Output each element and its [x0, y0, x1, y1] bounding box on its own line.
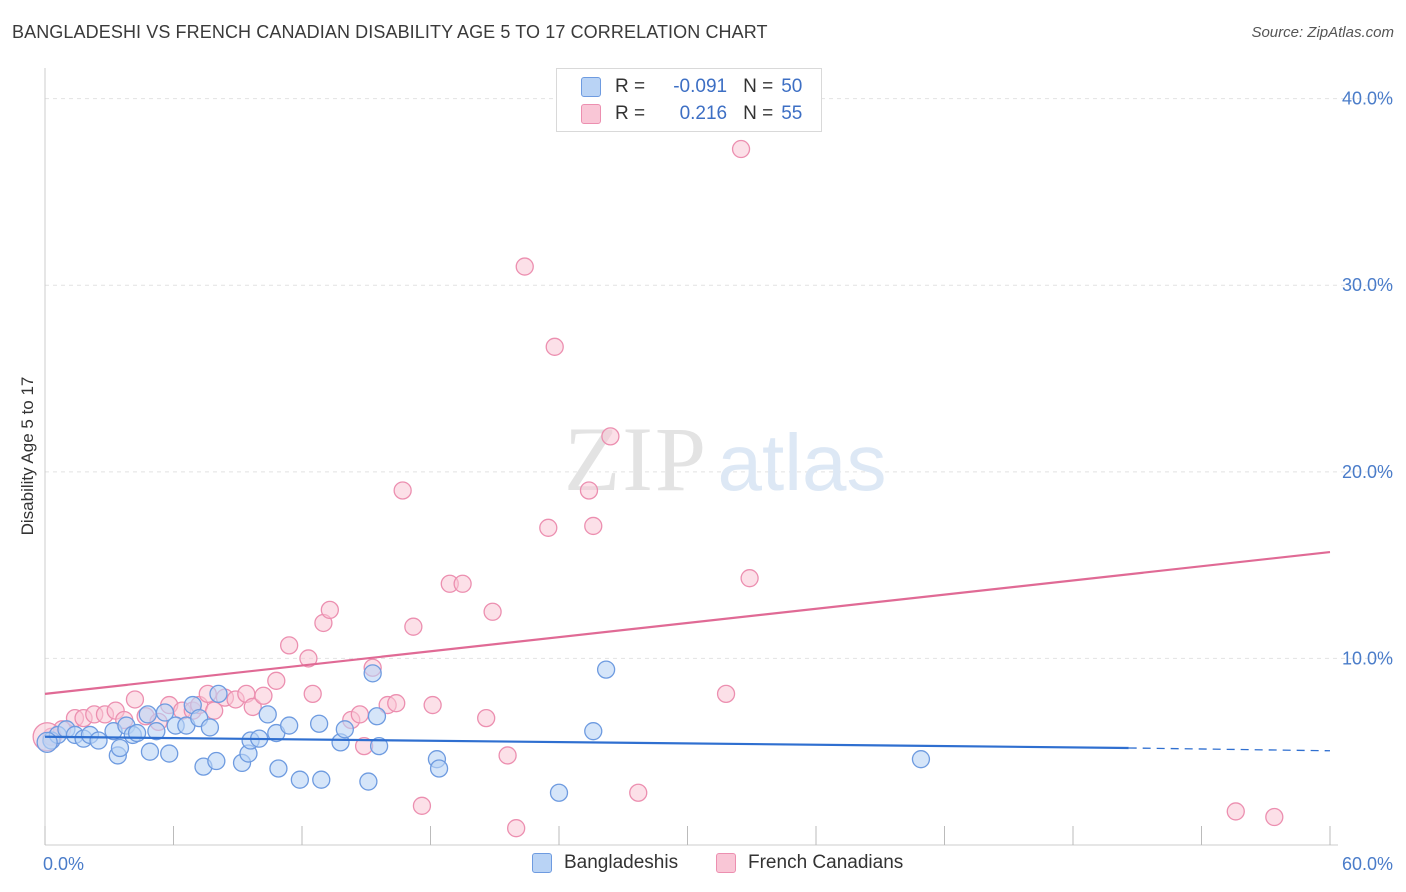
n-value: 55: [781, 103, 803, 124]
bangladeshis-point: [312, 770, 331, 789]
bangladeshis-point: [596, 660, 616, 679]
legend-row-french-canadians: R = 0.216 N = 55: [581, 102, 802, 126]
r-value: -0.091: [673, 76, 728, 97]
french-canadians-point: [1265, 807, 1284, 827]
bangladeshis-point: [89, 731, 108, 750]
french-canadians-point: [279, 636, 299, 655]
french-canadians-point: [515, 257, 534, 276]
bangladeshis-point: [147, 722, 166, 741]
bangladeshis-trend-extension: [1128, 747, 1331, 752]
chart-title: BANGLADESHI VS FRENCH CANADIAN DISABILIT…: [12, 22, 768, 42]
y-tick-label: 40.0%: [1342, 89, 1393, 109]
french-canadians-point: [299, 649, 318, 668]
n-label: N =: [743, 76, 774, 97]
legend-item-bangladeshis[interactable]: Bangladeshis: [532, 852, 678, 874]
r-value: 0.216: [679, 103, 728, 124]
bangladeshis-point: [335, 720, 354, 739]
bangladeshis-point: [911, 750, 931, 769]
french-canadians-point: [412, 796, 432, 815]
n-value: 50: [781, 76, 803, 97]
source-note: Source: ZipAtlas.com: [1251, 24, 1394, 41]
french-canadians-point: [453, 574, 472, 593]
french-canadians-point: [483, 602, 502, 621]
bangladeshis-point: [367, 707, 387, 726]
french-canadians-point: [477, 708, 496, 728]
r-label: R =: [615, 76, 646, 97]
bangladeshis-point: [127, 723, 147, 743]
x-tick-label: 0.0%: [43, 854, 84, 874]
french-canadians-point: [320, 600, 339, 620]
french-canadians-point: [579, 481, 599, 500]
correlation-legend: R = -0.091 N = 50 R = 0.216 N = 55: [556, 68, 822, 132]
bangladeshis-point: [209, 684, 228, 704]
french-canadians-point: [545, 337, 564, 356]
bangladeshis-point: [110, 738, 130, 758]
legend-row-bangladeshis: R = -0.091 N = 50: [581, 75, 802, 99]
series-legend: Bangladeshis French Canadians: [0, 852, 1406, 876]
french-canadians-point: [125, 690, 145, 709]
bangladeshis-point: [429, 759, 449, 778]
watermark-atlas: atlas: [718, 418, 887, 507]
axes: [44, 68, 1338, 846]
watermark: ZIP atlas: [564, 408, 886, 510]
french-canadians-point: [1226, 802, 1245, 821]
bangladeshis-point: [363, 664, 382, 683]
n-label: N =: [743, 103, 774, 124]
bangladeshis-point: [359, 772, 378, 791]
french-canadians-point: [731, 139, 751, 159]
blue-swatch: [581, 77, 601, 97]
french-canadians-point: [539, 518, 558, 537]
french-canadians-point: [303, 684, 322, 704]
french-canadians-point: [629, 783, 648, 802]
french-canadians-point: [267, 671, 286, 690]
french-canadians-point: [716, 684, 736, 704]
french-canadians-trend-line: [44, 550, 1331, 695]
bangladeshis-point: [279, 716, 299, 735]
r-label: R =: [615, 103, 646, 124]
bangladeshis-point: [160, 744, 179, 763]
bangladeshis-point: [309, 714, 329, 733]
bangladeshis-point: [269, 759, 288, 778]
trend-lines: [44, 550, 1331, 752]
x-tick-label: 60.0%: [1342, 854, 1393, 874]
bangladeshis-point: [290, 770, 310, 789]
tick-labels: 10.0% 20.0% 30.0% 40.0% 0.0% 60.0%: [43, 89, 1393, 874]
legend-label: Bangladeshis: [564, 852, 679, 873]
french-canadians-point: [584, 516, 603, 536]
bangladeshis-point: [140, 742, 160, 761]
grid-lines: [45, 98, 1392, 659]
bangladeshis-point: [138, 705, 157, 724]
french-canadians-point: [423, 695, 442, 715]
french-canadians-point: [205, 701, 224, 720]
french-canadians-point: [254, 686, 273, 705]
legend-item-french-canadians[interactable]: French Canadians: [716, 852, 903, 874]
y-tick-label: 10.0%: [1342, 648, 1393, 668]
bangladeshis-point: [207, 751, 226, 771]
bangladeshis-point: [200, 718, 220, 737]
bangladeshis-point: [258, 705, 277, 724]
blue-swatch: [532, 853, 552, 873]
french-canadians-point: [243, 697, 262, 717]
french-canadians-point: [498, 746, 517, 765]
bangladeshis-point: [36, 731, 58, 754]
bangladeshis-point: [584, 722, 603, 741]
bangladeshis-point: [369, 736, 389, 756]
french-canadians-point: [350, 705, 369, 724]
legend-label: French Canadians: [748, 852, 904, 873]
french-canadians-point: [387, 694, 406, 713]
bangladeshis-point: [155, 703, 175, 722]
y-tick-label: 20.0%: [1342, 462, 1393, 482]
pink-swatch: [716, 853, 736, 873]
bangladeshis-points: [36, 660, 931, 802]
y-tick-label: 30.0%: [1342, 275, 1393, 295]
french-canadians-point: [740, 569, 759, 588]
bangladeshis-point: [549, 783, 569, 802]
french-canadians-point: [507, 819, 526, 838]
french-canadians-point: [404, 617, 423, 636]
french-canadians-point: [601, 427, 620, 446]
pink-swatch: [581, 104, 601, 124]
french-canadians-point: [393, 481, 412, 500]
bangladeshis-trend-line: [44, 735, 1129, 750]
